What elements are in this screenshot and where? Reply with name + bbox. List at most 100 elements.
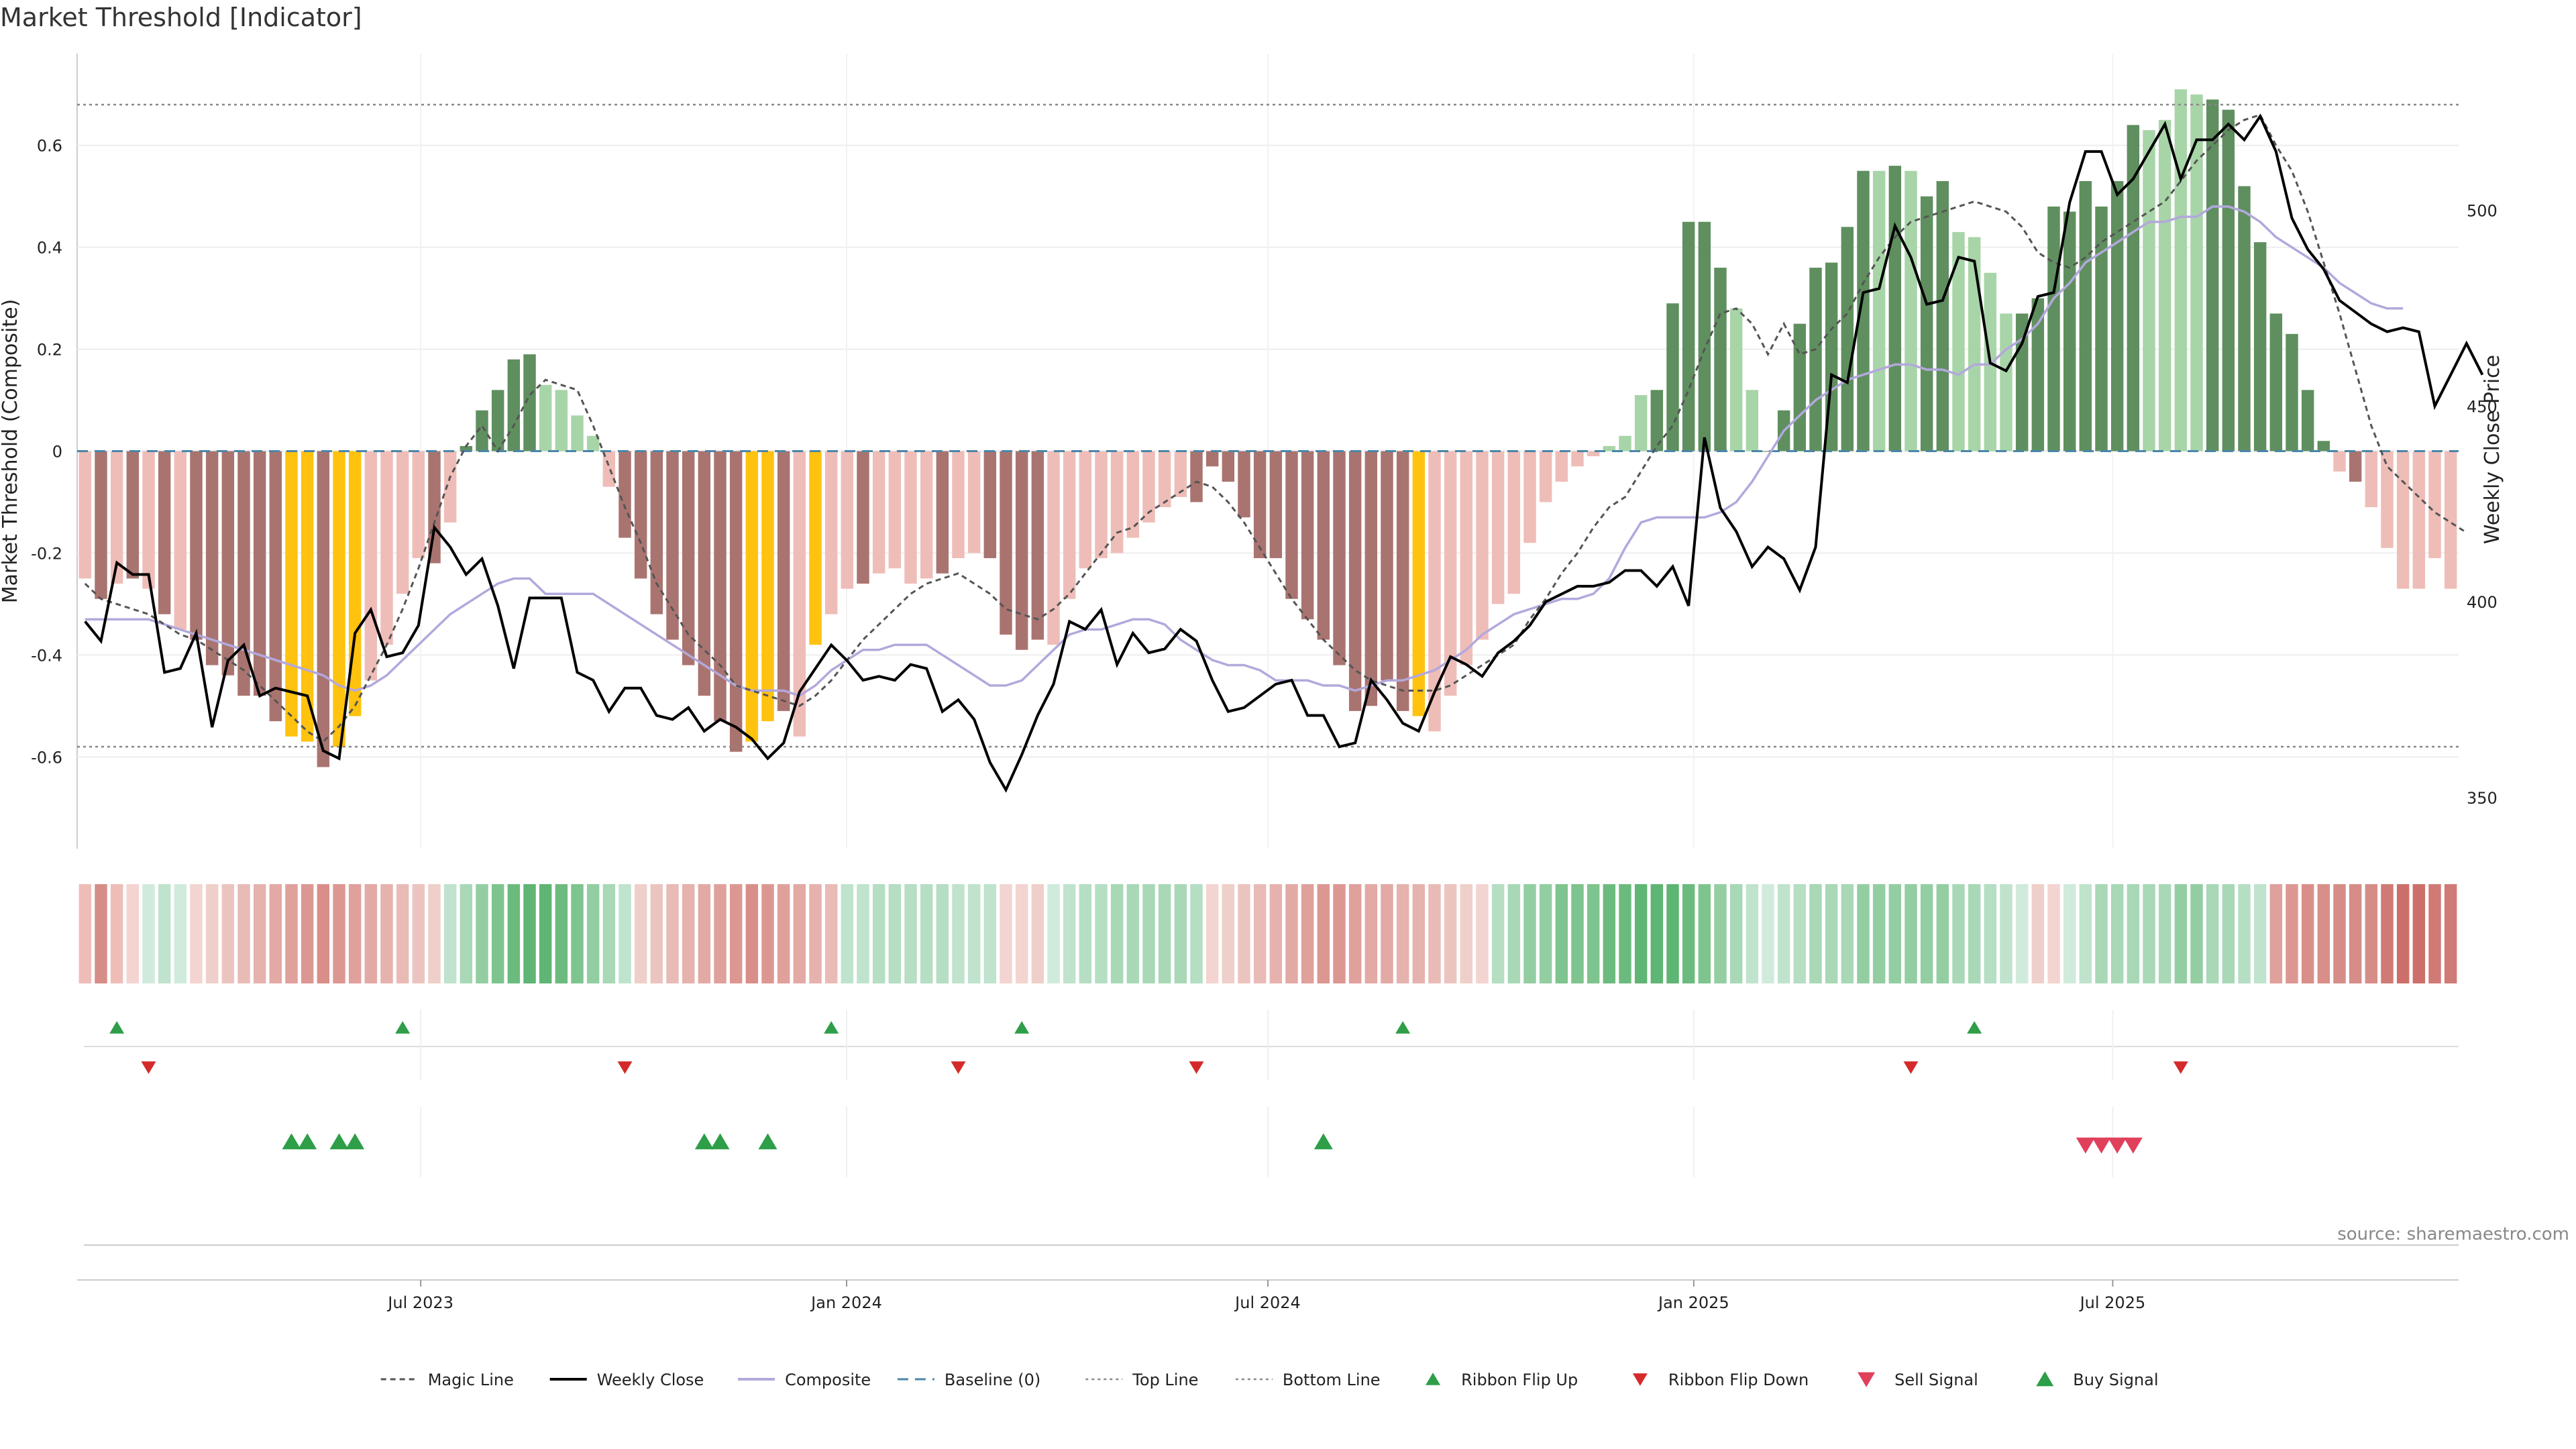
composite-bar (1491, 451, 1505, 604)
composite-bar (1333, 451, 1346, 665)
ribbon-cell (2444, 884, 2457, 983)
legend-label: Weekly Close (597, 1371, 704, 1389)
composite-bar (1396, 451, 1409, 711)
composite-bar (1428, 451, 1441, 732)
composite-bar (824, 451, 838, 614)
ribbon-cell (364, 884, 378, 983)
ribbon-cell (1984, 884, 1997, 983)
ribbon-cell (1047, 884, 1060, 983)
composite-bar (571, 415, 584, 451)
ribbon-cell (967, 884, 981, 983)
ribbon-cell (1205, 884, 1219, 983)
ribbon-cell (443, 884, 457, 983)
legend-swatch-ribbon-flip-down (1632, 1373, 1648, 1386)
composite-bar (1952, 231, 1965, 451)
ribbon-cell (952, 884, 965, 983)
ribbon-cell (777, 884, 790, 983)
ribbon-cell (650, 884, 663, 983)
ribbon-cell (586, 884, 600, 983)
ribbon-cell (1142, 884, 1155, 983)
composite-bar (2333, 451, 2346, 472)
ribbon-cell (555, 884, 568, 983)
composite-bar (2063, 211, 2076, 451)
ribbon-cell (809, 884, 822, 983)
composite-bar (1079, 451, 1092, 569)
ribbon-cell (158, 884, 171, 983)
x-tick-label: Jul 2024 (1234, 1293, 1301, 1312)
composite-bar (1364, 451, 1378, 706)
composite-bar (920, 451, 933, 579)
ribbon-cell (2063, 884, 2076, 983)
ribbon-cell (1682, 884, 1695, 983)
composite-bar (2143, 129, 2155, 451)
composite-bar (1619, 435, 1631, 451)
composite-bar (2222, 109, 2235, 451)
ribbon-cell (412, 884, 425, 983)
composite-bar (1015, 451, 1028, 650)
composite-bar (110, 451, 123, 584)
ribbon-flip-up-marker (1014, 1021, 1030, 1034)
composite-bar (539, 384, 552, 451)
ribbon-flip-up-marker (395, 1021, 411, 1034)
legend-label: Buy Signal (2073, 1371, 2158, 1389)
composite-bar (1269, 451, 1283, 559)
composite-bar (174, 451, 187, 630)
composite-bar (2095, 206, 2108, 451)
ribbon-cell (1888, 884, 1902, 983)
composite-bar (1253, 451, 1267, 559)
legend-label: Baseline (0) (945, 1371, 1040, 1389)
composite-bar (2206, 99, 2219, 451)
ribbon-cell (714, 884, 727, 983)
composite-bar (126, 451, 140, 579)
ribbon-cell (1428, 884, 1441, 983)
composite-bar (253, 451, 266, 696)
composite-bar (95, 451, 107, 599)
ribbon-cell (1603, 884, 1616, 983)
composite-bar (1205, 451, 1219, 467)
ribbon-cell (2031, 884, 2045, 983)
ribbon-cell (1491, 884, 1505, 983)
ribbon-cell (317, 884, 330, 983)
ribbon-cell (1460, 884, 1473, 983)
composite-line (85, 205, 2404, 698)
ribbon-cell (1222, 884, 1235, 983)
composite-bar (205, 451, 219, 665)
ribbon-cell (729, 884, 743, 983)
ribbon-cell (95, 884, 107, 983)
x-tick-label: Jan 2025 (1657, 1293, 1729, 1312)
ribbon-cell (634, 884, 647, 983)
composite-bar (2253, 242, 2267, 451)
buy-signal-marker (329, 1133, 349, 1150)
composite-bar (2190, 94, 2203, 451)
composite-bar (2444, 451, 2457, 589)
ribbon-cell (142, 884, 155, 983)
ribbon-cell (1269, 884, 1283, 983)
legend-item-baseline: Baseline (0) (897, 1371, 1040, 1389)
composite-bar (2110, 180, 2124, 451)
composite-bar (1031, 451, 1044, 640)
ribbon-cell (1190, 884, 1203, 983)
ribbon-cell (888, 884, 902, 983)
ribbon-cell (1777, 884, 1790, 983)
ribbon-cell (205, 884, 219, 983)
ribbon-cell (2301, 884, 2314, 983)
ribbon-cell (1698, 884, 1711, 983)
ribbon-cell (269, 884, 282, 983)
ribbon-cell (491, 884, 504, 983)
ribbon-cell (460, 884, 473, 983)
composite-bar (2127, 125, 2140, 451)
ribbon-flip-down-marker (141, 1061, 156, 1074)
ribbon-cell (1952, 884, 1965, 983)
chart-title: Market Threshold [Indicator] (0, 3, 362, 32)
ribbon-cell (1396, 884, 1409, 983)
ribbon-cell (1904, 884, 1917, 983)
composite-bar (904, 451, 917, 584)
composite-bar (650, 451, 663, 614)
ribbon-cell (1793, 884, 1807, 983)
composite-bar (190, 451, 203, 640)
composite-bar (237, 451, 250, 696)
ribbon-cell (2428, 884, 2441, 983)
composite-bar (888, 451, 902, 569)
ribbon-cell (1126, 884, 1140, 983)
